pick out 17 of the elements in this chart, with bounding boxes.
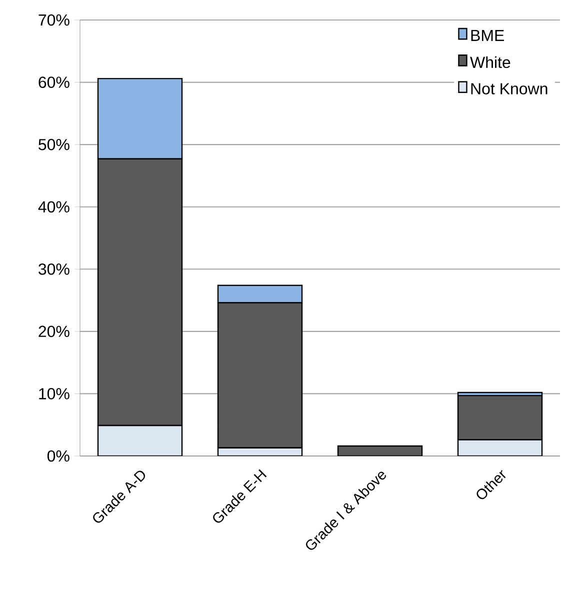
bar: [217, 302, 303, 448]
y-tick-label: 60%: [38, 76, 70, 88]
y-tick-label: 0%: [47, 450, 70, 462]
y-tick-label: 30%: [38, 263, 70, 275]
y-tick-label: 20%: [38, 326, 70, 338]
bar: [217, 284, 303, 304]
bar: [457, 439, 543, 456]
y-tick-label: 40%: [38, 201, 70, 213]
legend-label: White: [470, 56, 510, 68]
bar: [457, 394, 543, 440]
legend-label: Not Known: [471, 83, 548, 94]
y-tick-label: 70%: [38, 14, 70, 26]
y-tick-label: 50%: [38, 138, 70, 150]
legend-label: BME: [471, 30, 504, 41]
bar: [97, 158, 183, 426]
bar: [97, 424, 183, 456]
y-tick-label: 10%: [39, 388, 70, 400]
